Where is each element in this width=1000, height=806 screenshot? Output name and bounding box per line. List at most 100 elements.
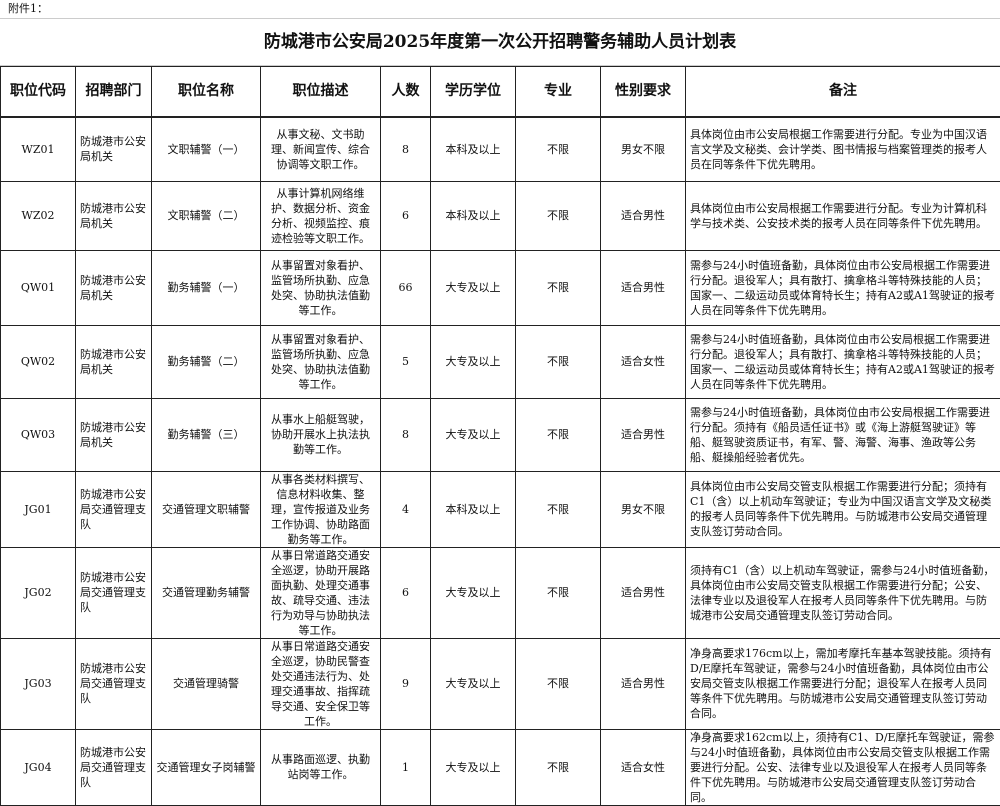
cell-remark: 须持有C1（含）以上机动车驾驶证，需参与24小时值班备勤，具体岗位由市公安局交管… bbox=[686, 547, 1000, 638]
cell-name: 交通管理勤务辅警 bbox=[152, 547, 261, 638]
cell-code: QW01 bbox=[1, 250, 76, 325]
cell-desc: 从事各类材料撰写、信息材料收集、整理，宣传报道及业务工作协调、协助路面勤务等工作… bbox=[261, 471, 381, 547]
cell-dept: 防城港市公安局交通管理支队 bbox=[76, 547, 152, 638]
cell-dept: 防城港市公安局交通管理支队 bbox=[76, 729, 152, 805]
column-header-code: 职位代码 bbox=[1, 67, 76, 118]
cell-count: 8 bbox=[381, 117, 431, 181]
cell-count: 5 bbox=[381, 325, 431, 398]
cell-dept: 防城港市公安局机关 bbox=[76, 325, 152, 398]
cell-desc: 从事路面巡逻、执勤站岗等工作。 bbox=[261, 729, 381, 805]
cell-remark: 净身高要求176cm以上，需加考摩托车基本驾驶技能。须持有D/E摩托车驾驶证，需… bbox=[686, 638, 1000, 729]
cell-major: 不限 bbox=[516, 638, 601, 729]
cell-name: 文职辅警（二） bbox=[152, 181, 261, 250]
cell-count: 6 bbox=[381, 181, 431, 250]
cell-major: 不限 bbox=[516, 181, 601, 250]
cell-major: 不限 bbox=[516, 398, 601, 471]
cell-remark: 需参与24小时值班备勤，具体岗位由市公安局根据工作需要进行分配。退役军人；具有散… bbox=[686, 250, 1000, 325]
cell-desc: 从事水上船艇驾驶，协助开展水上执法执勤等工作。 bbox=[261, 398, 381, 471]
cell-major: 不限 bbox=[516, 117, 601, 181]
cell-desc: 从事留置对象看护、监管场所执勤、应急处突、协助执法值勤等工作。 bbox=[261, 250, 381, 325]
cell-gender: 适合男性 bbox=[601, 181, 686, 250]
cell-major: 不限 bbox=[516, 250, 601, 325]
cell-code: QW03 bbox=[1, 398, 76, 471]
cell-major: 不限 bbox=[516, 547, 601, 638]
cell-count: 6 bbox=[381, 547, 431, 638]
cell-code: JG03 bbox=[1, 638, 76, 729]
cell-code: JG04 bbox=[1, 729, 76, 805]
column-header-gender: 性别要求 bbox=[601, 67, 686, 118]
cell-gender: 适合女性 bbox=[601, 729, 686, 805]
cell-remark: 具体岗位由市公安局根据工作需要进行分配。专业为计算机科学与技术类、公安技术类的报… bbox=[686, 181, 1000, 250]
column-header-count: 人数 bbox=[381, 67, 431, 118]
cell-code: WZ02 bbox=[1, 181, 76, 250]
cell-name: 勤务辅警（一） bbox=[152, 250, 261, 325]
cell-dept: 防城港市公安局交通管理支队 bbox=[76, 471, 152, 547]
cell-edu: 大专及以上 bbox=[431, 325, 516, 398]
cell-gender: 适合男性 bbox=[601, 398, 686, 471]
cell-dept: 防城港市公安局机关 bbox=[76, 117, 152, 181]
cell-gender: 适合男性 bbox=[601, 638, 686, 729]
cell-major: 不限 bbox=[516, 471, 601, 547]
cell-remark: 具体岗位由市公安局交管支队根据工作需要进行分配；须持有C1（含）以上机动车驾驶证… bbox=[686, 471, 1000, 547]
cell-count: 1 bbox=[381, 729, 431, 805]
cell-code: JG02 bbox=[1, 547, 76, 638]
cell-count: 8 bbox=[381, 398, 431, 471]
cell-code: QW02 bbox=[1, 325, 76, 398]
cell-count: 9 bbox=[381, 638, 431, 729]
cell-count: 66 bbox=[381, 250, 431, 325]
cell-gender: 适合女性 bbox=[601, 325, 686, 398]
column-header-name: 职位名称 bbox=[152, 67, 261, 118]
cell-name: 勤务辅警（三） bbox=[152, 398, 261, 471]
cell-edu: 本科及以上 bbox=[431, 471, 516, 547]
cell-edu: 大专及以上 bbox=[431, 250, 516, 325]
cell-edu: 大专及以上 bbox=[431, 729, 516, 805]
cell-name: 文职辅警（一） bbox=[152, 117, 261, 181]
column-header-major: 专业 bbox=[516, 67, 601, 118]
cell-gender: 适合男性 bbox=[601, 250, 686, 325]
cell-code: JG01 bbox=[1, 471, 76, 547]
attachment-label: 附件1： bbox=[0, 0, 1000, 19]
cell-name: 勤务辅警（二） bbox=[152, 325, 261, 398]
cell-major: 不限 bbox=[516, 729, 601, 805]
cell-major: 不限 bbox=[516, 325, 601, 398]
cell-name: 交通管理女子岗辅警 bbox=[152, 729, 261, 805]
cell-remark: 具体岗位由市公安局根据工作需要进行分配。专业为中国汉语言文学及文秘类、会计学类、… bbox=[686, 117, 1000, 181]
cell-desc: 从事日常道路交通安全巡逻，协助民警查处交通违法行为、处理交通事故、指挥疏导交通、… bbox=[261, 638, 381, 729]
header-row: 职位代码招聘部门职位名称职位描述人数学历学位专业性别要求备注 bbox=[1, 67, 1000, 118]
cell-remark: 需参与24小时值班备勤，具体岗位由市公安局根据工作需要进行分配。退役军人；具有散… bbox=[686, 325, 1000, 398]
column-header-edu: 学历学位 bbox=[431, 67, 516, 118]
cell-dept: 防城港市公安局机关 bbox=[76, 250, 152, 325]
cell-remark: 需参与24小时值班备勤，具体岗位由市公安局根据工作需要进行分配。须持有《船员适任… bbox=[686, 398, 1000, 471]
cell-desc: 从事计算机网络维护、数据分析、资金分析、视频监控、痕迹检验等文职工作。 bbox=[261, 181, 381, 250]
page-title: 防城港市公安局2025年度第一次公开招聘警务辅助人员计划表 bbox=[0, 19, 1000, 66]
cell-edu: 本科及以上 bbox=[431, 117, 516, 181]
cell-gender: 男女不限 bbox=[601, 117, 686, 181]
cell-dept: 防城港市公安局机关 bbox=[76, 181, 152, 250]
cell-gender: 适合男性 bbox=[601, 547, 686, 638]
cell-desc: 从事文秘、文书助理、新闻宣传、综合协调等文职工作。 bbox=[261, 117, 381, 181]
cell-name: 交通管理文职辅警 bbox=[152, 471, 261, 547]
cell-name: 交通管理骑警 bbox=[152, 638, 261, 729]
cell-dept: 防城港市公安局机关 bbox=[76, 398, 152, 471]
cell-gender: 男女不限 bbox=[601, 471, 686, 547]
cell-desc: 从事留置对象看护、监管场所执勤、应急处突、协助执法值勤等工作。 bbox=[261, 325, 381, 398]
column-header-remark: 备注 bbox=[686, 67, 1000, 118]
column-header-dept: 招聘部门 bbox=[76, 67, 152, 118]
cell-dept: 防城港市公安局交通管理支队 bbox=[76, 638, 152, 729]
cell-edu: 大专及以上 bbox=[431, 398, 516, 471]
cell-edu: 本科及以上 bbox=[431, 181, 516, 250]
cell-remark: 净身高要求162cm以上，须持有C1、D/E摩托车驾驶证，需参与24小时值班备勤… bbox=[686, 729, 1000, 805]
cell-edu: 大专及以上 bbox=[431, 547, 516, 638]
column-header-desc: 职位描述 bbox=[261, 67, 381, 118]
cell-code: WZ01 bbox=[1, 117, 76, 181]
